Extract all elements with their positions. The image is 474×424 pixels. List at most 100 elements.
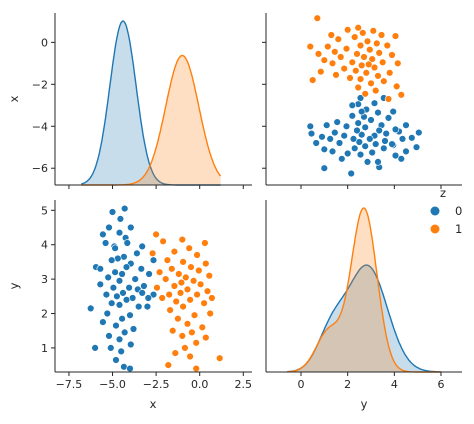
tr-point-1	[360, 53, 368, 61]
tr-point-0	[384, 114, 393, 122]
tr-point-0	[335, 139, 344, 147]
tr-point-0	[356, 150, 365, 159]
bl-point-0	[115, 229, 124, 237]
row-bottom-axis-label: y	[7, 282, 21, 289]
bl-point-1	[170, 247, 179, 256]
tr-point-1	[346, 74, 354, 82]
tr-point-1	[386, 69, 394, 77]
tr-point-1	[384, 95, 393, 103]
tr-point-0	[408, 134, 416, 142]
bl-point-0	[140, 282, 148, 290]
bl-xtick-label: 2.5	[235, 378, 253, 391]
bl-point-0	[137, 265, 146, 273]
bl-point-0	[123, 239, 132, 247]
bl-ytick-label: 4	[41, 239, 48, 252]
tr-point-1	[377, 31, 386, 39]
tr-point-1	[391, 32, 400, 40]
tr-point-0	[348, 101, 356, 110]
tr-point-0	[375, 126, 383, 135]
bl-point-0	[119, 289, 127, 297]
tr-point-1	[365, 60, 373, 69]
bl-point-0	[126, 364, 134, 373]
tr-point-0	[363, 158, 372, 166]
bl-point-0	[145, 270, 153, 278]
tr-point-0	[412, 143, 421, 151]
tr-point-0	[353, 126, 361, 135]
tr-point-0	[344, 149, 352, 158]
col-left-axis-label: x	[150, 397, 157, 411]
bl-point-1	[198, 323, 207, 331]
bl-point-0	[127, 223, 135, 232]
tr-point-0	[415, 128, 423, 137]
tr-point-1	[361, 90, 369, 98]
bl-point-0	[107, 299, 116, 307]
bl-point-1	[188, 328, 196, 337]
legend-marker-0	[430, 206, 440, 216]
tr-point-0	[354, 119, 362, 127]
bl-point-0	[126, 311, 134, 319]
bl-point-1	[169, 327, 177, 335]
tr-point-1	[342, 44, 351, 53]
bl-xtick-label: −2.5	[143, 378, 170, 391]
bl-point-0	[127, 340, 135, 349]
tr-point-0	[351, 144, 359, 153]
bl-point-0	[118, 270, 126, 278]
tr-point-1	[331, 48, 339, 56]
br-xtick-label: 2	[344, 378, 351, 391]
bl-point-0	[116, 215, 125, 223]
tr-point-0	[338, 155, 346, 163]
tr-point-0	[380, 144, 388, 153]
bl-point-1	[168, 265, 176, 273]
bl-point-1	[196, 280, 205, 288]
br-kde-fill-1	[287, 208, 441, 372]
tr-point-1	[353, 50, 361, 58]
panel-scatter-x-vs-y: 1 2 3 4 5 −7.5 −5.0 −2.5 0.0 2.5	[41, 200, 252, 391]
bl-point-0	[115, 335, 124, 343]
tr-point-0	[340, 132, 348, 140]
bl-point-0	[101, 239, 110, 247]
bl-point-0	[138, 242, 146, 251]
bl-point-0	[104, 273, 112, 282]
bl-point-0	[122, 296, 131, 304]
bl-point-1	[202, 333, 210, 342]
bl-point-0	[120, 363, 128, 371]
bl-point-1	[202, 259, 210, 268]
bl-point-1	[165, 290, 173, 299]
bl-point-0	[143, 302, 152, 311]
tr-point-1	[328, 59, 337, 67]
tr-point-0	[361, 142, 369, 150]
tr-point-1	[393, 82, 401, 91]
bl-point-1	[195, 266, 203, 275]
bl-point-0	[96, 280, 105, 288]
br-xtick-label: 4	[391, 378, 398, 391]
tr-point-1	[337, 53, 345, 61]
bl-point-0	[105, 332, 113, 340]
tr-point-1	[334, 35, 342, 43]
bl-point-1	[152, 230, 160, 239]
bl-point-0	[103, 309, 112, 318]
tr-point-1	[362, 69, 370, 77]
tr-point-0	[361, 123, 369, 132]
tl-ytick-label: 0	[41, 36, 48, 49]
tr-point-0	[374, 158, 382, 166]
bl-point-1	[155, 268, 164, 276]
bl-point-0	[120, 204, 129, 213]
bl-xtick-label: 0.0	[191, 378, 209, 391]
bl-point-1	[205, 272, 214, 280]
tr-point-0	[331, 128, 339, 137]
tr-point-1	[388, 51, 396, 59]
tr-point-0	[320, 145, 328, 154]
panel-kde-x: 0 −2 −4 −6	[32, 13, 252, 189]
tr-point-0	[370, 99, 379, 107]
tr-point-0	[318, 133, 326, 141]
tr-point-0	[349, 135, 358, 143]
tr-point-0	[348, 112, 356, 120]
bl-point-1	[166, 306, 174, 314]
bl-point-0	[112, 356, 120, 364]
tr-point-0	[402, 147, 410, 156]
bl-point-1	[190, 311, 199, 319]
tr-point-1	[397, 91, 405, 99]
tr-point-1	[354, 24, 362, 32]
tr-point-1	[367, 79, 375, 88]
bl-point-0	[111, 244, 119, 252]
